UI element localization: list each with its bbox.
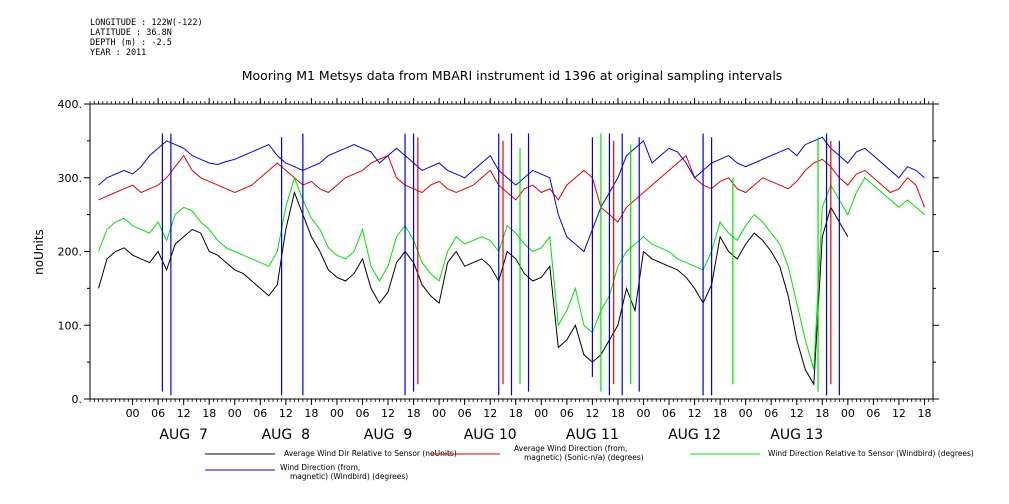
x-tick-label: 00 (636, 407, 650, 420)
x-tick-label: 06 (560, 407, 574, 420)
x-tick-label: 00 (330, 407, 344, 420)
metadata-block: LONGITUDE : 122W(-122) LATITUDE : 36.8N … (90, 18, 203, 58)
legend-label-4: Wind Direction (from, (280, 463, 360, 472)
y-tick-label: 400. (58, 98, 83, 111)
x-tick-label: 18 (713, 407, 727, 420)
x-tick-label: 12 (790, 407, 804, 420)
x-tick-label: 06 (764, 407, 778, 420)
x-tick-label: 00 (534, 407, 548, 420)
y-tick-label: 100. (58, 319, 83, 332)
x-tick-label: 06 (253, 407, 267, 420)
x-tick-label: 18 (202, 407, 216, 420)
day-label: AUG 11 (566, 427, 619, 443)
day-label: AUG 9 (364, 427, 412, 443)
x-tick-label: 06 (866, 407, 880, 420)
meta-longitude: LONGITUDE : 122W(-122) (90, 18, 203, 28)
x-tick-label: 12 (279, 407, 293, 420)
legend-label-4-line2: magnetic) (Windbird) (degrees) (290, 472, 408, 481)
y-axis-label: noUnits (32, 229, 46, 275)
day-label: AUG 7 (159, 427, 207, 443)
x-tick-label: 18 (611, 407, 625, 420)
x-tick-label: 12 (688, 407, 702, 420)
x-tick-label: 12 (381, 407, 395, 420)
legend-label-2-line2: magnetic) (Sonic-n/a) (degrees) (524, 453, 644, 462)
legend-label-1: Average Wind Dir Relative to Sensor (noU… (284, 449, 457, 458)
axes: 0. 100. 200. 300. 400. 00 06 12 18 00 06 12 18 00 06 12… (58, 98, 939, 443)
chart-title: Mooring M1 Metsys data from MBARI instru… (242, 68, 783, 83)
x-tick-label: 12 (177, 407, 191, 420)
x-tick-label: 18 (509, 407, 523, 420)
x-tick-label: 12 (585, 407, 599, 420)
x-tick-label: 18 (304, 407, 318, 420)
x-tick-label: 18 (407, 407, 421, 420)
day-label: AUG 10 (464, 427, 517, 443)
y-tick-label: 0. (72, 393, 83, 406)
x-tick-label: 06 (151, 407, 165, 420)
legend-label-3: Wind Direction Relative to Sensor (Windb… (768, 449, 974, 458)
day-label: AUG 13 (770, 427, 823, 443)
x-tick-label: 00 (126, 407, 140, 420)
x-tick-label: 12 (892, 407, 906, 420)
day-label: AUG 8 (262, 427, 310, 443)
legend-label-2: Average Wind Direction (from, (514, 444, 627, 453)
x-tick-label: 18 (815, 407, 829, 420)
x-tick-label: 06 (662, 407, 676, 420)
x-tick-label: 00 (739, 407, 753, 420)
data-spikes (161, 133, 840, 396)
meta-depth: DEPTH (m) : -2.5 (90, 38, 172, 48)
x-tick-label: 06 (458, 407, 472, 420)
series-line-1 (98, 190, 849, 387)
meta-latitude: LATITUDE : 36.8N (90, 28, 172, 38)
day-label: AUG 12 (668, 427, 721, 443)
y-tick-label: 200. (58, 246, 83, 259)
x-tick-label: 06 (355, 407, 369, 420)
x-tick-label: 18 (917, 407, 931, 420)
meta-year: YEAR : 2011 (90, 48, 147, 58)
x-tick-label: 00 (228, 407, 242, 420)
x-tick-label: 12 (483, 407, 497, 420)
x-tick-label: 00 (432, 407, 446, 420)
y-tick-label: 300. (58, 172, 83, 185)
legend: Average Wind Dir Relative to Sensor (noU… (205, 444, 974, 481)
x-tick-label: 00 (841, 407, 855, 420)
